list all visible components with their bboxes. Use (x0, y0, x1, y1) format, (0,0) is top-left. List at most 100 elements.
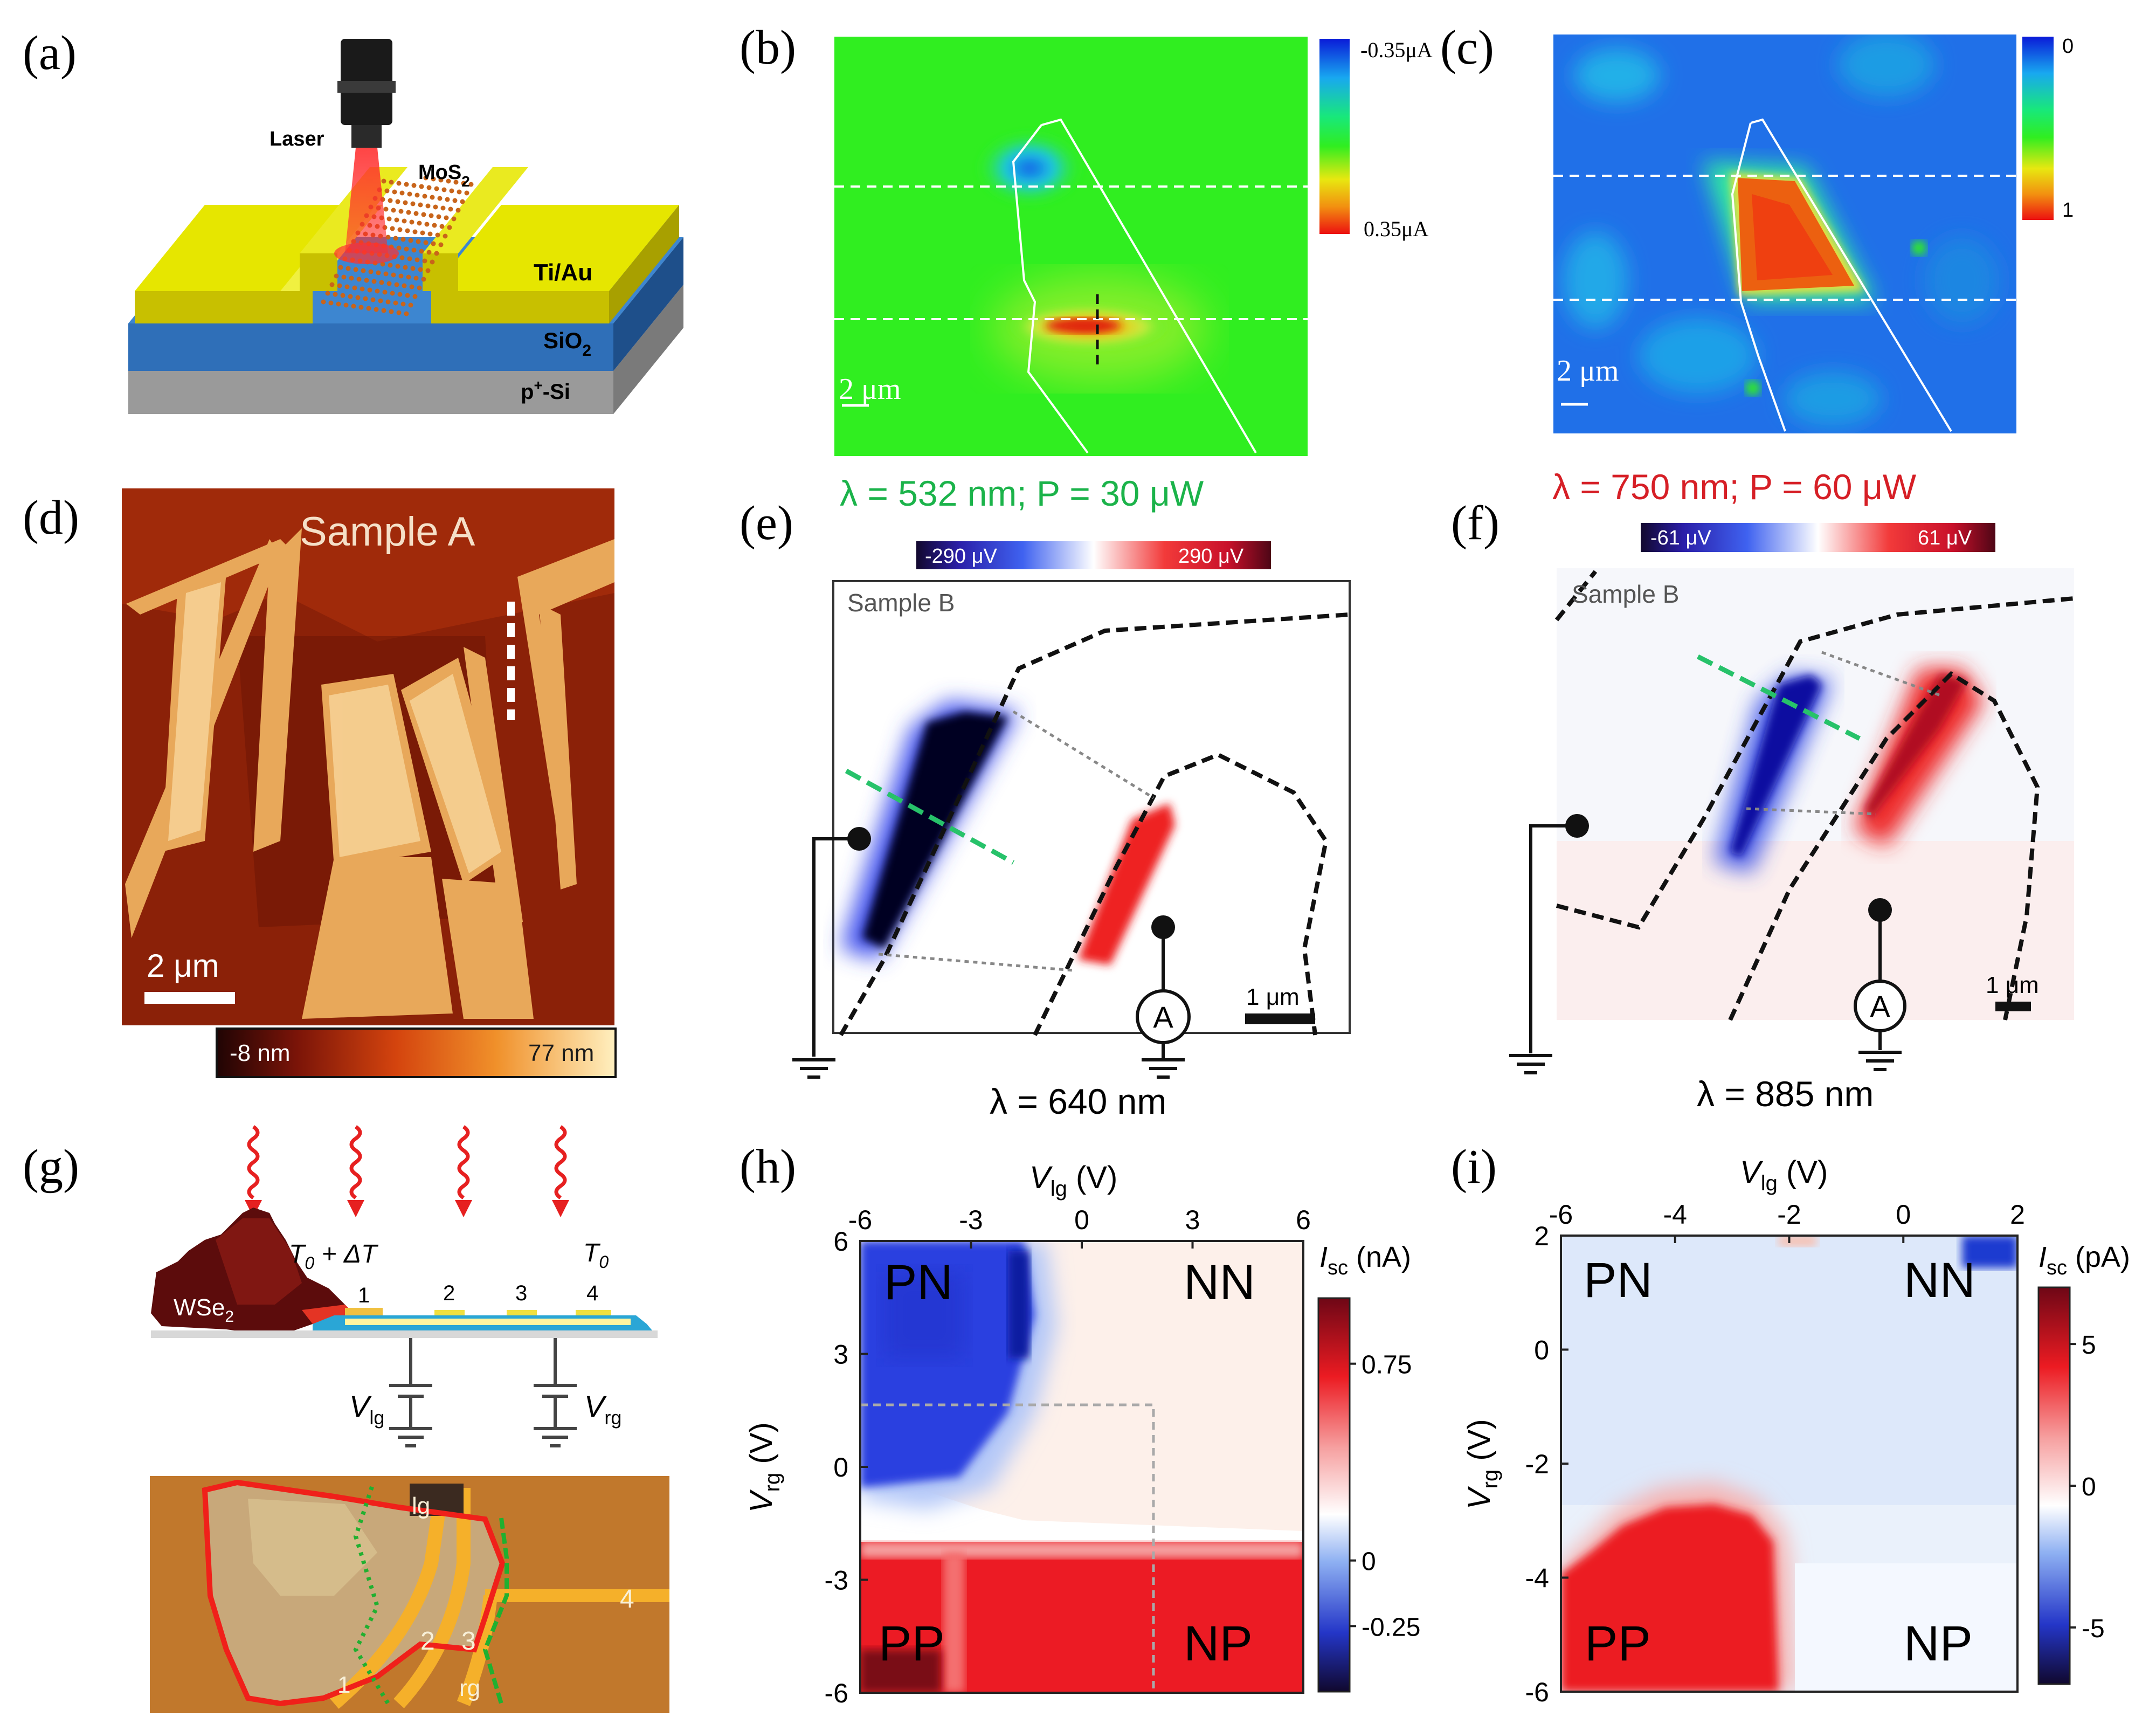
psi-label: p+-Si (521, 377, 570, 404)
t0-dt-label: T0 + ΔT (289, 1240, 379, 1273)
electrode-label-1: 1 (358, 1284, 370, 1307)
panel-c-cb-bottom: 1 (2062, 199, 2074, 222)
colorbar-tick-label: 0 (2082, 1473, 2096, 1501)
mos2-label: MoS2 (418, 161, 470, 190)
panel-g-device: WSe2 1 2 3 4 T0 + ΔT T0 (150, 1125, 669, 1713)
y-tick-label: -6 (825, 1678, 848, 1708)
panel-f-scale-label: 1 μm (1986, 972, 2039, 998)
panel-i-ylabel: Vrg (V) (1462, 1419, 1502, 1509)
laser-label: Laser (270, 128, 324, 150)
photon-icon (349, 1125, 362, 1199)
photo-label-2: 2 (420, 1627, 435, 1656)
panel-b-colorbar (1319, 39, 1350, 234)
panel-c-map: 2 μm 0 1 λ = 750 nm; P = 60 μW (1552, 35, 2074, 507)
colorbar-tick-label: -5 (2082, 1615, 2105, 1643)
panel-e-scale-label: 1 μm (1246, 984, 1300, 1010)
panel-e-sample-label: Sample B (847, 589, 955, 617)
x-tick-label: 3 (1185, 1205, 1200, 1235)
panel-label-g: (g) (23, 1140, 79, 1194)
x-tick-label: -3 (959, 1205, 983, 1235)
panel-f-cb-min: -61 μV (1650, 527, 1711, 549)
panel-h-axes: -6 -3 0 3 6 6 3 0 -3 -6 (825, 1205, 1311, 1708)
colorbar-tick-label: 0 (1362, 1548, 1376, 1576)
region-label-pp: PP (1585, 1616, 1651, 1671)
vrg-label: Vrg (584, 1389, 621, 1429)
colorbar-tick-label: -0.25 (1362, 1613, 1420, 1642)
x-tick-label: 0 (1896, 1199, 1911, 1230)
panel-b-caption: λ = 532 nm; P = 30 μW (840, 473, 1204, 513)
electrode-label-4: 4 (586, 1281, 598, 1305)
panel-e-cb-min: -290 μV (925, 545, 998, 568)
panel-f-cb-max: 61 μV (1918, 527, 1972, 549)
region-label-nn: NN (1184, 1255, 1255, 1310)
region-label-nn: NN (1904, 1253, 1975, 1308)
panel-label-a: (a) (23, 26, 77, 80)
panel-i-colorbar (2037, 1286, 2071, 1685)
y-tick-label: 0 (833, 1452, 848, 1482)
panel-e-meter-label: A (1153, 1000, 1173, 1034)
x-tick-label: 2 (2010, 1199, 2025, 1230)
region-label-np: NP (1904, 1616, 1973, 1671)
x-tick-label: -6 (1549, 1199, 1573, 1230)
y-tick-label: -4 (1525, 1563, 1549, 1594)
panel-h-colorbar-ticks: 0.75 0 -0.25 (1350, 1351, 1420, 1642)
electrode-label-2: 2 (443, 1281, 455, 1305)
region-label-pp: PP (879, 1616, 945, 1671)
y-tick-label: -3 (825, 1566, 848, 1596)
region-label-np: NP (1184, 1616, 1253, 1671)
photo-label-4: 4 (620, 1585, 634, 1613)
panel-c-cb-top: 0 (2062, 35, 2074, 58)
panel-label-b: (b) (740, 21, 796, 74)
panel-e-cb-max: 290 μV (1178, 545, 1244, 568)
tiau-label: Ti/Au (534, 259, 592, 286)
photo-label-rg: rg (459, 1675, 480, 1701)
panel-a-device-schematic: Laser MoS2 Ti/Au SiO2 p+-Si (128, 39, 683, 414)
panel-e-lambda: λ = 640 nm (990, 1081, 1166, 1121)
y-tick-label: 6 (833, 1226, 848, 1257)
panel-c-scale-label: 2 μm (1557, 354, 1619, 388)
panel-b-photocurrent-map: 2 μm -0.35μA 0.35μA λ = 532 nm; P = 30 μ… (834, 37, 1433, 513)
panel-f-lambda: λ = 885 nm (1697, 1074, 1874, 1114)
photon-icon (554, 1125, 567, 1199)
x-tick-label: -6 (848, 1205, 872, 1235)
panel-i-axes: -6 -4 -2 0 2 2 0 -2 -4 -6 (1525, 1199, 2025, 1707)
photon-icon (247, 1125, 260, 1199)
panel-d-cb-max: 77 nm (528, 1040, 594, 1066)
panel-e-photovoltage-map: -290 μV 290 μV Sample B A 1 μm λ = 640 n… (792, 541, 1351, 1121)
panel-label-f: (f) (1451, 496, 1499, 550)
panel-b-scale-label: 2 μm (839, 373, 901, 406)
panel-i-heatmap: PN NN PP NP -6 -4 -2 0 2 2 0 -2 -4 -6 Vlg (V) Vrg… (1462, 1155, 2130, 1707)
panel-d-afm-image: Sample A 2 μm -8 nm 77 nm (122, 488, 617, 1078)
panel-label-h: (h) (740, 1140, 796, 1194)
panel-f-sample-label: Sample B (1572, 580, 1679, 608)
panel-label-e: (e) (740, 496, 793, 550)
region-label-pn: PN (1584, 1253, 1653, 1308)
electrode-label-3: 3 (515, 1281, 527, 1305)
photon-icon (457, 1125, 470, 1199)
panel-label-i: (i) (1451, 1140, 1497, 1194)
y-tick-label: -6 (1525, 1677, 1549, 1707)
panel-i-colorbar-ticks: 5 0 -5 (2070, 1331, 2105, 1643)
x-tick-label: -4 (1663, 1199, 1687, 1230)
x-tick-label: 6 (1296, 1205, 1311, 1235)
y-tick-label: 3 (833, 1340, 848, 1370)
panel-d-cb-min: -8 nm (230, 1040, 290, 1066)
photo-label-1: 1 (337, 1672, 350, 1698)
y-tick-label: -2 (1525, 1449, 1549, 1479)
photo-label-lg: lg (412, 1493, 430, 1519)
panel-h-xlabel: Vlg (V) (1029, 1160, 1117, 1201)
photo-label-3: 3 (461, 1627, 476, 1656)
y-tick-label: 0 (1534, 1335, 1549, 1366)
panel-h-heatmap: PN NN PP NP -6 -3 0 3 6 6 3 0 -3 -6 Vlg (V) Vrg (… (744, 1160, 1420, 1708)
panel-labels: (a) (b) (c) (d) (e) (f) (g) (h) (i) (23, 21, 1499, 1194)
panel-h-colorbar (1317, 1297, 1351, 1693)
laser-beam (345, 148, 388, 253)
colorbar-tick-label: 0.75 (1362, 1351, 1412, 1380)
t0-label: T0 (583, 1239, 609, 1272)
panel-i-xlabel: Vlg (V) (1740, 1155, 1828, 1195)
panel-f-meter-label: A (1870, 989, 1890, 1023)
panel-b-cb-bottom: 0.35μA (1364, 217, 1428, 241)
panel-h-cb-label: Isc (nA) (1319, 1241, 1411, 1279)
